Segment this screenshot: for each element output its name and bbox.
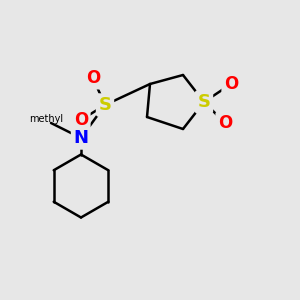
Text: S: S (98, 96, 112, 114)
Text: O: O (224, 75, 238, 93)
Text: O: O (86, 69, 100, 87)
Text: N: N (74, 129, 88, 147)
Text: O: O (74, 111, 88, 129)
Text: S: S (197, 93, 211, 111)
Text: methyl: methyl (29, 113, 64, 124)
Text: O: O (218, 114, 232, 132)
